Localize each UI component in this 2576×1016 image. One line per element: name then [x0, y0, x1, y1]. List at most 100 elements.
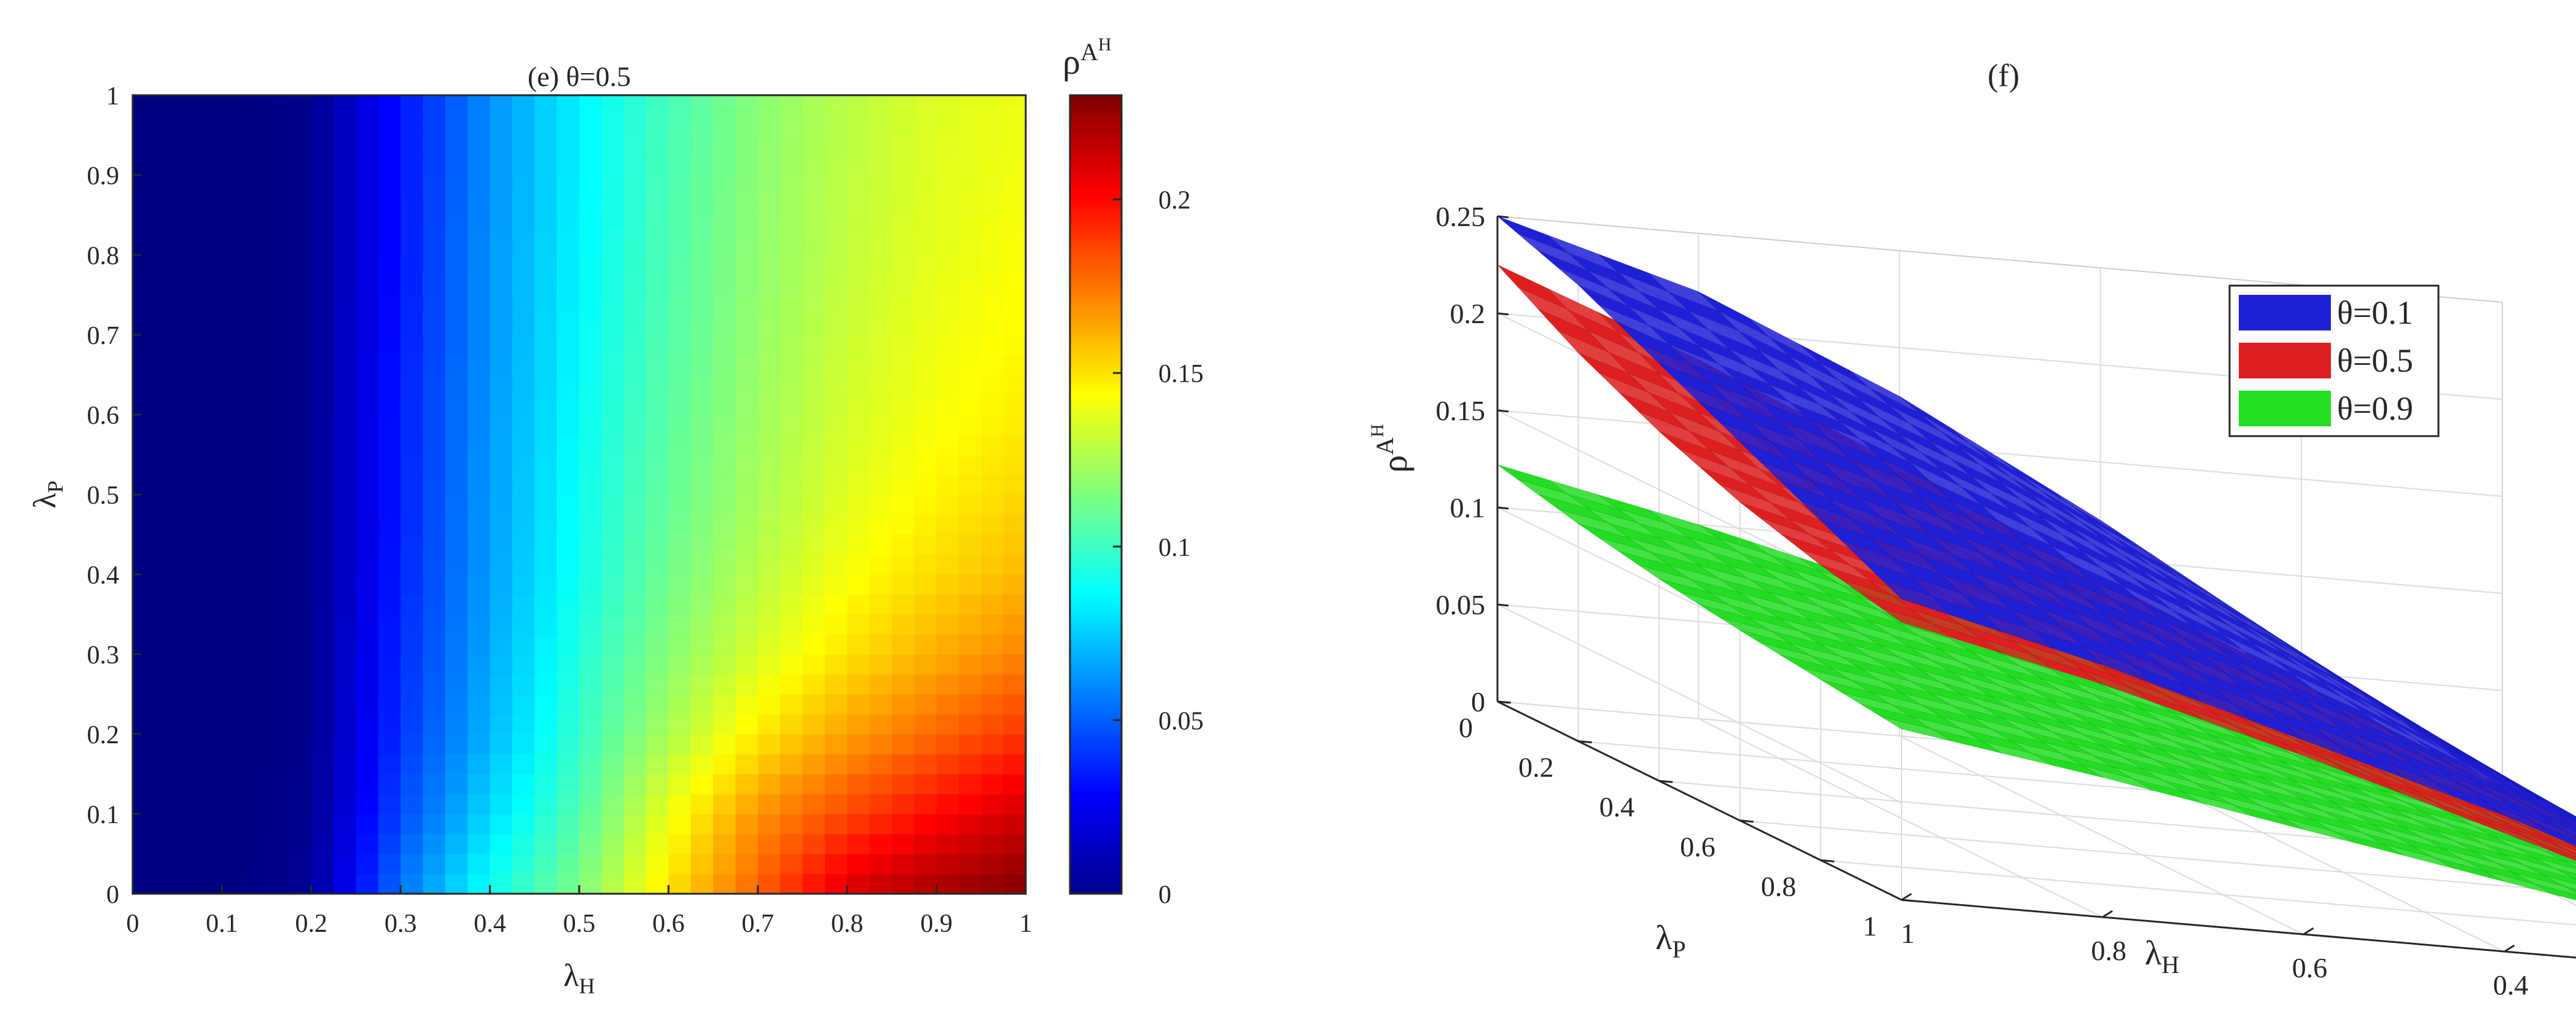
heatmap-cell [735, 834, 759, 854]
heatmap-cell [467, 394, 491, 415]
heatmap-cell [780, 873, 803, 894]
heatmap-cell [869, 235, 892, 256]
heatmap-cell [1003, 155, 1026, 176]
heatmap-cell [133, 394, 155, 415]
heatmap-cell [512, 794, 535, 815]
heatmap-cell [267, 814, 290, 835]
heatmap-cell [847, 614, 870, 635]
surface-patch [2473, 851, 2545, 877]
heatmap-cell [445, 415, 468, 436]
heatmap-cell [690, 195, 714, 216]
heatmap-cell [936, 455, 959, 475]
heatmap-cell [311, 834, 334, 854]
heatmap-cell [334, 514, 357, 535]
heatmap-cell [177, 574, 200, 595]
heatmap-cell [289, 794, 312, 815]
heatmap-cell [780, 135, 803, 156]
heatmap-cell [512, 754, 535, 775]
heatmap-cell [579, 255, 602, 276]
heatmap-cell [177, 734, 200, 755]
heatmap-cell [490, 834, 513, 854]
heatmap-cell [936, 135, 959, 156]
heatmap-cell [646, 814, 669, 835]
surface-z-tick-label: 0.25 [1436, 201, 1486, 232]
heatmap-cell [891, 794, 915, 815]
heatmap-cell [423, 494, 446, 515]
heatmap-cell [400, 175, 424, 196]
heatmap-cell [757, 854, 781, 875]
heatmap-cell [534, 455, 558, 475]
heatmap-cell [735, 514, 759, 535]
heatmap-cell [356, 734, 379, 755]
heatmap-cell [579, 594, 602, 615]
heatmap-cell [914, 494, 937, 515]
heatmap-cell [824, 694, 848, 715]
heatmap-cell [267, 873, 290, 894]
heatmap-cell [356, 455, 379, 475]
heatmap-cell [289, 255, 312, 276]
heatmap-cell [244, 834, 267, 854]
colorbar: 00.050.10.150.2 ρAH [1063, 34, 1204, 909]
heatmap-cell [824, 195, 848, 216]
heatmap-cell [289, 814, 312, 835]
heatmap-cell [356, 854, 379, 875]
heatmap-cell [490, 115, 513, 136]
heatmap-cell [177, 634, 200, 655]
heatmap-cell [400, 734, 424, 755]
heatmap-cell [311, 574, 334, 595]
heatmap-cell [467, 634, 491, 655]
heatmap-cell [467, 135, 491, 156]
heatmap-cell [713, 854, 736, 875]
heatmap-cell [423, 574, 446, 595]
heatmap-cell [847, 514, 870, 535]
heatmap-cell [200, 614, 223, 635]
heatmap-cell [869, 255, 892, 276]
heatmap-cell [200, 255, 223, 276]
heatmap-cell [556, 594, 580, 615]
heatmap-cell [824, 95, 848, 116]
heatmap-cell [267, 554, 290, 575]
heatmap-cell [757, 594, 781, 615]
heatmap-cell [914, 394, 937, 415]
heatmap-cell [936, 694, 959, 715]
heatmap-cell [445, 494, 468, 515]
heatmap-cell [556, 654, 580, 675]
heatmap-cell [334, 714, 357, 735]
heatmap-cell [579, 135, 602, 156]
heatmap-cell [959, 354, 982, 375]
heatmap-cell [467, 734, 491, 755]
heatmap-cell [467, 215, 491, 236]
heatmap-cell [534, 275, 558, 295]
heatmap-cell [155, 534, 178, 555]
heatmap-cell [467, 614, 491, 635]
heatmap-cell [267, 434, 290, 455]
heatmap-cell [423, 235, 446, 256]
heatmap-cell [847, 854, 870, 875]
heatmap-cell [244, 654, 267, 675]
heatmap-cell [780, 614, 803, 635]
heatmap-cell [869, 354, 892, 375]
heatmap-cell [556, 873, 580, 894]
heatmap-cell [133, 694, 155, 715]
heatmap-cell [222, 295, 245, 316]
heatmap-cell [334, 534, 357, 555]
heatmap-cell [623, 354, 647, 375]
heatmap-cell [891, 434, 915, 455]
heatmap-cell [668, 315, 692, 335]
heatmap-cell [200, 95, 223, 116]
heatmap-cell [311, 614, 334, 635]
heatmap-cell [713, 335, 736, 356]
heatmap-cell [490, 734, 513, 755]
heatmap-cell [378, 115, 401, 136]
surface-patch [2332, 681, 2403, 723]
heatmap-cell [757, 375, 781, 396]
heatmap-cell [802, 554, 825, 575]
heatmap-cell [490, 354, 513, 375]
surface-z-tick [1497, 312, 1509, 316]
heatmap-cell [490, 814, 513, 835]
heatmap-cell [400, 415, 424, 436]
heatmap-cell [222, 175, 245, 196]
heatmap-cell [959, 95, 982, 116]
heatmap-cell [579, 295, 602, 316]
heatmap-cell [780, 434, 803, 455]
